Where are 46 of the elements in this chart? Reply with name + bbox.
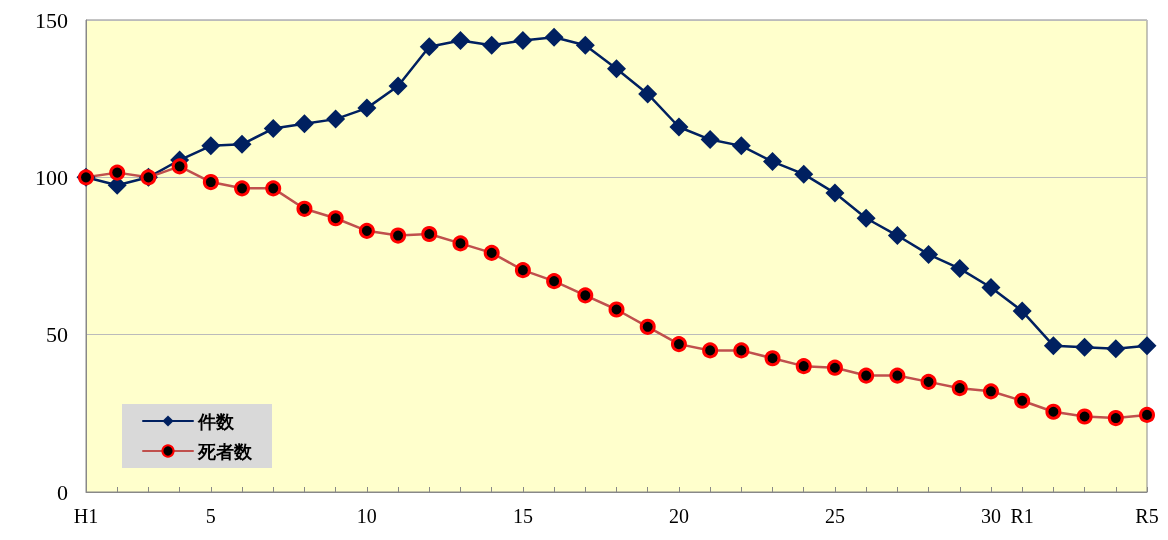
point bbox=[1043, 336, 1063, 356]
point bbox=[1012, 301, 1032, 321]
point bbox=[388, 76, 408, 96]
point bbox=[794, 164, 814, 184]
x-tick-label: 15 bbox=[512, 505, 533, 527]
point bbox=[450, 30, 470, 50]
point bbox=[482, 35, 502, 55]
point bbox=[294, 114, 314, 134]
point bbox=[575, 35, 595, 55]
point bbox=[919, 244, 939, 264]
point bbox=[887, 226, 907, 246]
point bbox=[731, 136, 751, 156]
point bbox=[232, 134, 252, 154]
x-tick-label: 20 bbox=[668, 505, 689, 527]
x-tick-label: 25 bbox=[824, 505, 845, 527]
point bbox=[1075, 337, 1095, 357]
y-tick-label: 100 bbox=[35, 164, 68, 190]
point bbox=[856, 208, 876, 228]
point bbox=[326, 109, 346, 129]
x-tick-label: 30 bbox=[980, 505, 1001, 527]
x-tick-label: 10 bbox=[356, 505, 377, 527]
x-tick-label: R1 bbox=[1010, 505, 1034, 527]
point bbox=[981, 277, 1001, 297]
point bbox=[419, 37, 439, 57]
x-tick-label: 5 bbox=[205, 505, 216, 527]
point bbox=[950, 259, 970, 279]
point bbox=[263, 119, 283, 139]
y-tick-label: 50 bbox=[46, 322, 68, 348]
point bbox=[357, 98, 377, 118]
point bbox=[763, 152, 783, 172]
point bbox=[669, 117, 689, 137]
point bbox=[700, 130, 720, 150]
legend-label: 死者数 bbox=[197, 440, 253, 462]
point bbox=[201, 136, 221, 156]
y-tick-label: 150 bbox=[35, 7, 68, 33]
legend-label: 件数 bbox=[197, 410, 235, 432]
x-tick-label: H1 bbox=[73, 505, 99, 527]
point bbox=[607, 59, 626, 79]
y-tick-label: 0 bbox=[57, 479, 68, 505]
x-tick-label: R5 bbox=[1135, 505, 1159, 527]
point bbox=[825, 183, 845, 203]
point bbox=[1106, 339, 1126, 359]
point bbox=[638, 84, 658, 104]
point bbox=[1137, 336, 1157, 356]
point bbox=[544, 27, 564, 47]
point bbox=[513, 30, 533, 50]
